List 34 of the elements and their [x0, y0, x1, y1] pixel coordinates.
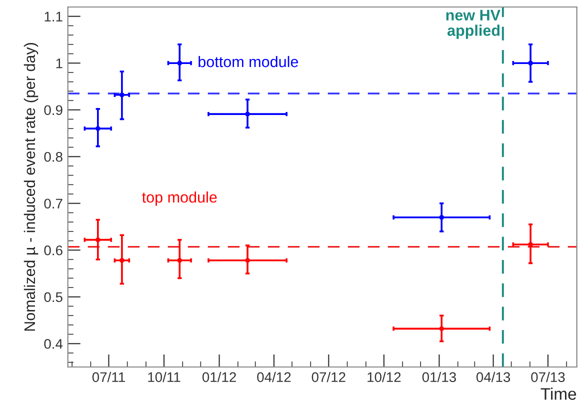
x-axis-title: Time [540, 388, 576, 400]
x-tick-label: 10/12 [368, 372, 401, 382]
point [120, 258, 124, 263]
x-tick-label: 07/13 [531, 372, 565, 382]
x-tick-label: 10/11 [148, 372, 180, 382]
point [245, 258, 250, 263]
point [95, 237, 100, 242]
point [528, 60, 533, 66]
ref-line-label: new HV applied [446, 10, 500, 39]
x-tick-label: 01/12 [202, 372, 236, 382]
point [528, 242, 533, 247]
y-tick-label: 1 [56, 58, 62, 68]
x-tick-label: 07/11 [92, 372, 125, 382]
point [95, 126, 100, 131]
y-tick-label: 1.1 [44, 12, 62, 22]
series-label: bottom module [198, 56, 298, 68]
point [120, 92, 124, 98]
x-tick-label: 04/12 [257, 372, 291, 382]
y-tick-label: 0.4 [44, 338, 63, 349]
y-tick-label: 0.9 [44, 105, 62, 116]
x-tick-label: 01/13 [422, 372, 456, 382]
point [439, 326, 444, 332]
point [177, 258, 182, 263]
text: top module [142, 191, 217, 206]
x-tick-label: 04/13 [476, 372, 510, 382]
point [177, 60, 182, 66]
y-tick-label: 0.7 [44, 198, 62, 209]
y-tick-label: 0.6 [44, 245, 62, 256]
point [245, 112, 250, 116]
x-tick-label: 07/12 [312, 372, 346, 382]
y-tick-label: 0.5 [44, 292, 62, 302]
point [439, 214, 444, 220]
y-tick-label: 0.8 [44, 152, 62, 162]
y-axis-title: Nomalized µ - induced event rate (per day) [24, 42, 38, 331]
